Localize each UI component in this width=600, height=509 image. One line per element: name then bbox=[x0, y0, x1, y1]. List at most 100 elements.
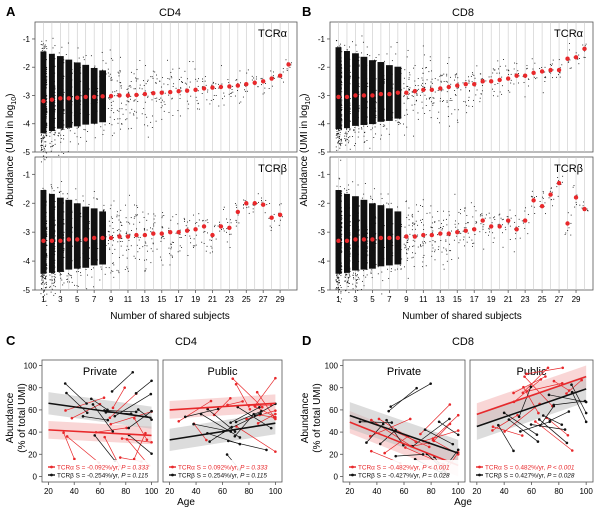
y-tick-label: -4 bbox=[23, 120, 31, 129]
scatter-point bbox=[42, 83, 44, 85]
scatter-point bbox=[338, 235, 340, 237]
scatter-point bbox=[54, 246, 56, 248]
scatter-point bbox=[386, 87, 388, 89]
scatter-point bbox=[62, 121, 63, 123]
scatter-point bbox=[41, 50, 43, 52]
scatter-point bbox=[128, 221, 130, 223]
median-point bbox=[218, 84, 224, 90]
scatter-point bbox=[548, 71, 550, 73]
scatter-point bbox=[340, 105, 342, 107]
scatter-point bbox=[69, 93, 71, 95]
scatter-point bbox=[413, 67, 415, 69]
scatter-point bbox=[384, 119, 386, 121]
scatter-point bbox=[195, 234, 197, 236]
scatter-point bbox=[338, 111, 340, 113]
scatter-point bbox=[51, 103, 53, 105]
scatter-point bbox=[104, 230, 106, 232]
scatter-point bbox=[43, 235, 45, 237]
scatter-point bbox=[349, 104, 351, 106]
x-tick-label: 19 bbox=[191, 295, 200, 304]
scatter-point bbox=[413, 135, 414, 137]
scatter-point bbox=[44, 211, 46, 213]
scatter-point bbox=[58, 100, 60, 101]
scatter-point bbox=[52, 260, 54, 261]
scatter-point bbox=[253, 204, 255, 206]
scatter-point bbox=[362, 87, 364, 89]
scatter-point bbox=[43, 257, 45, 259]
scatter-point bbox=[74, 265, 75, 267]
scatter-point bbox=[569, 49, 570, 51]
scatter-point bbox=[425, 105, 427, 106]
scatter-point bbox=[244, 200, 246, 201]
scatter-point bbox=[338, 78, 340, 79]
scatter-point bbox=[67, 77, 69, 79]
scatter-point bbox=[558, 72, 560, 74]
scatter-point bbox=[42, 204, 44, 206]
scatter-point bbox=[59, 231, 61, 233]
scatter-point bbox=[49, 129, 51, 131]
scatter-point bbox=[337, 79, 339, 80]
plot-frame bbox=[34, 156, 298, 291]
scatter-point bbox=[59, 202, 61, 204]
scatter-point bbox=[392, 83, 394, 85]
scatter-point bbox=[492, 88, 493, 90]
scatter-point bbox=[337, 261, 339, 263]
scatter-point bbox=[358, 107, 360, 109]
scatter-point bbox=[52, 227, 54, 229]
scatter-point bbox=[76, 235, 78, 237]
scatter-point bbox=[42, 264, 43, 265]
scatter-point bbox=[375, 122, 377, 124]
scatter-point bbox=[356, 86, 358, 88]
scatter-point bbox=[41, 64, 43, 66]
scatter-point bbox=[499, 91, 501, 93]
scatter-point bbox=[417, 78, 419, 80]
scatter-point bbox=[46, 269, 48, 271]
scatter-point bbox=[335, 101, 337, 103]
scatter-point bbox=[341, 272, 342, 274]
scatter-point bbox=[356, 54, 358, 56]
scatter-point bbox=[44, 96, 46, 98]
scatter-point bbox=[46, 124, 47, 125]
scatter-point bbox=[41, 78, 43, 80]
scatter-point bbox=[45, 109, 47, 111]
scatter-point bbox=[52, 212, 53, 214]
scatter-point bbox=[348, 123, 350, 125]
scatter-point bbox=[227, 79, 229, 81]
scatter-point bbox=[52, 206, 54, 208]
scatter-point bbox=[271, 85, 273, 87]
scatter-point bbox=[345, 82, 347, 84]
scatter-point bbox=[46, 268, 48, 270]
scatter-point bbox=[53, 121, 55, 123]
y-tick-label: -4 bbox=[318, 120, 326, 129]
scatter-point bbox=[421, 101, 423, 103]
scatter-point bbox=[337, 287, 339, 289]
scatter-point bbox=[340, 104, 342, 106]
scatter-point bbox=[96, 106, 98, 107]
scatter-point bbox=[44, 233, 46, 235]
scatter-point bbox=[388, 83, 390, 85]
scatter-point bbox=[341, 84, 343, 86]
scatter-point bbox=[61, 181, 63, 182]
scatter-point bbox=[119, 241, 121, 242]
x-tick-label: 9 bbox=[109, 295, 114, 304]
scatter-point bbox=[349, 148, 351, 150]
scatter-point bbox=[44, 68, 46, 70]
scatter-point bbox=[46, 107, 47, 109]
scatter-point bbox=[42, 70, 44, 72]
scatter-point bbox=[58, 250, 60, 252]
scatter-point bbox=[430, 101, 432, 103]
scatter-point bbox=[337, 83, 339, 84]
plot-frame bbox=[329, 21, 594, 153]
scatter-point bbox=[68, 262, 70, 264]
scatter-point bbox=[76, 118, 78, 120]
scatter-point bbox=[558, 59, 560, 61]
scatter-point bbox=[151, 76, 153, 78]
scatter-point bbox=[383, 60, 385, 62]
scatter-point bbox=[121, 237, 123, 239]
scatter-point bbox=[70, 103, 72, 105]
scatter-point bbox=[336, 115, 338, 117]
scatter-point bbox=[390, 68, 392, 70]
scatter-point bbox=[344, 63, 346, 65]
scatter-point bbox=[78, 143, 79, 145]
scatter-point bbox=[62, 237, 64, 239]
